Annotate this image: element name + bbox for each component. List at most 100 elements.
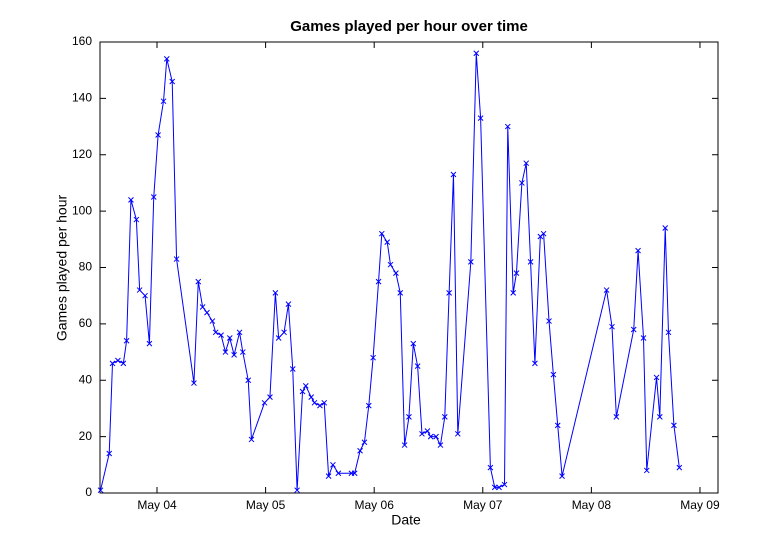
marker: [302, 383, 309, 389]
marker: [299, 388, 306, 395]
marker: [209, 318, 216, 324]
marker: [613, 414, 620, 420]
marker: [267, 394, 273, 401]
marker: [133, 216, 140, 223]
marker: [169, 78, 176, 85]
marker: [378, 230, 385, 237]
marker: [150, 194, 157, 200]
marker: [454, 430, 461, 437]
marker: [656, 414, 663, 420]
y-tick-label: 60: [79, 316, 93, 330]
marker: [311, 399, 318, 406]
marker: [294, 487, 300, 494]
marker: [433, 433, 439, 440]
marker: [540, 230, 547, 237]
y-tick-label: 140: [72, 91, 92, 105]
marker: [191, 380, 197, 386]
marker: [609, 323, 615, 330]
marker: [357, 447, 363, 454]
data-line: [100, 53, 680, 491]
y-tick-label: 40: [79, 372, 93, 386]
marker: [115, 357, 121, 364]
marker: [248, 436, 255, 443]
marker: [195, 278, 202, 285]
marker: [146, 340, 153, 347]
marker: [204, 309, 210, 316]
marker: [142, 292, 148, 299]
marker: [467, 259, 474, 265]
x-tick-label: May 06: [355, 498, 395, 512]
marker: [653, 374, 660, 381]
marker: [643, 467, 650, 474]
marker: [245, 377, 252, 384]
marker: [513, 270, 520, 276]
marker: [387, 261, 394, 268]
y-tick-label: 160: [72, 34, 92, 48]
marker: [523, 160, 530, 167]
marker: [321, 399, 328, 406]
marker: [630, 326, 637, 333]
marker: [510, 290, 517, 296]
chart-title: Games played per hour over time: [290, 18, 528, 35]
marker: [365, 402, 372, 409]
marker: [665, 329, 672, 336]
y-tick-label: 120: [72, 147, 92, 161]
marker: [559, 473, 565, 479]
x-tick-label: May 04: [137, 498, 177, 512]
marker: [441, 414, 448, 420]
marker: [330, 461, 336, 468]
marker: [123, 337, 130, 344]
marker: [128, 196, 134, 203]
marker: [218, 332, 224, 339]
marker: [97, 487, 104, 494]
marker: [155, 132, 161, 138]
x-axis-label: Date: [391, 512, 421, 528]
marker: [546, 318, 552, 324]
marker: [199, 304, 206, 310]
marker: [640, 335, 647, 341]
marker: [676, 464, 683, 471]
plot-frame: [99, 41, 719, 494]
marker: [424, 428, 431, 434]
marker: [335, 470, 342, 477]
marker: [532, 360, 538, 367]
marker: [351, 470, 358, 477]
x-tick-label: May 09: [680, 498, 720, 512]
marker: [285, 301, 292, 307]
marker: [491, 484, 498, 491]
marker: [671, 422, 677, 429]
marker: [519, 180, 525, 186]
marker: [550, 371, 557, 378]
marker: [163, 56, 170, 62]
marker: [437, 442, 444, 448]
marker: [487, 464, 494, 471]
y-axis-label: Games played per hour: [54, 195, 70, 342]
y-tick-label: 20: [79, 429, 93, 443]
marker: [446, 290, 452, 296]
marker: [317, 402, 323, 409]
x-tick-label: May 07: [463, 498, 503, 512]
marker: [109, 360, 116, 367]
y-tick-label: 80: [79, 260, 93, 274]
marker: [212, 329, 219, 336]
marker: [289, 366, 296, 372]
marker: [414, 363, 421, 370]
marker: [272, 290, 279, 296]
marker: [419, 430, 425, 437]
x-tick-label: May 08: [572, 498, 612, 512]
marker: [527, 259, 534, 265]
marker: [281, 329, 287, 336]
marker: [375, 278, 382, 285]
marker: [222, 349, 229, 355]
marker: [236, 329, 243, 336]
marker: [554, 422, 561, 429]
marker: [231, 352, 237, 358]
marker: [160, 98, 167, 105]
marker: [393, 270, 399, 276]
marker: [450, 171, 457, 178]
marker: [410, 340, 417, 347]
marker: [239, 349, 246, 355]
marker: [226, 335, 233, 341]
